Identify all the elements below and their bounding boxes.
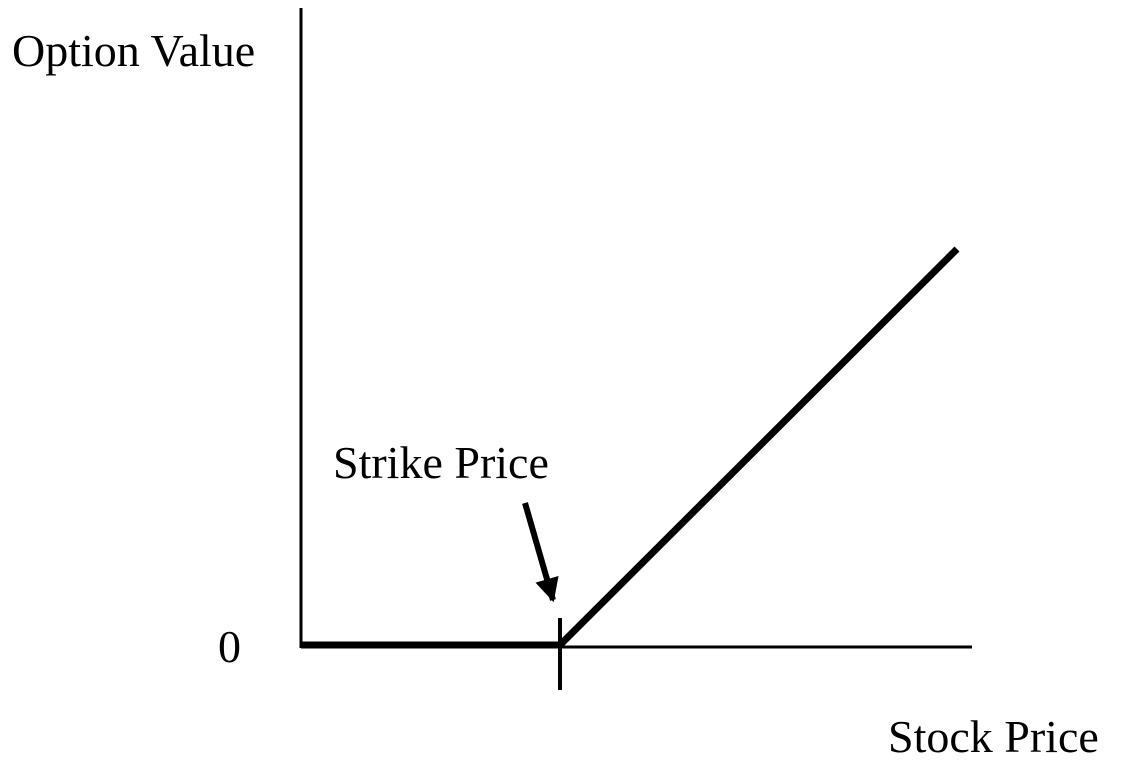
x-axis-label: Stock Price — [888, 711, 1099, 762]
origin-label: 0 — [218, 621, 241, 672]
strike-arrow — [522, 502, 559, 603]
rising-payoff — [557, 246, 960, 648]
strike-label: Strike Price — [333, 437, 549, 488]
y-axis-label: Option Value — [12, 25, 255, 76]
